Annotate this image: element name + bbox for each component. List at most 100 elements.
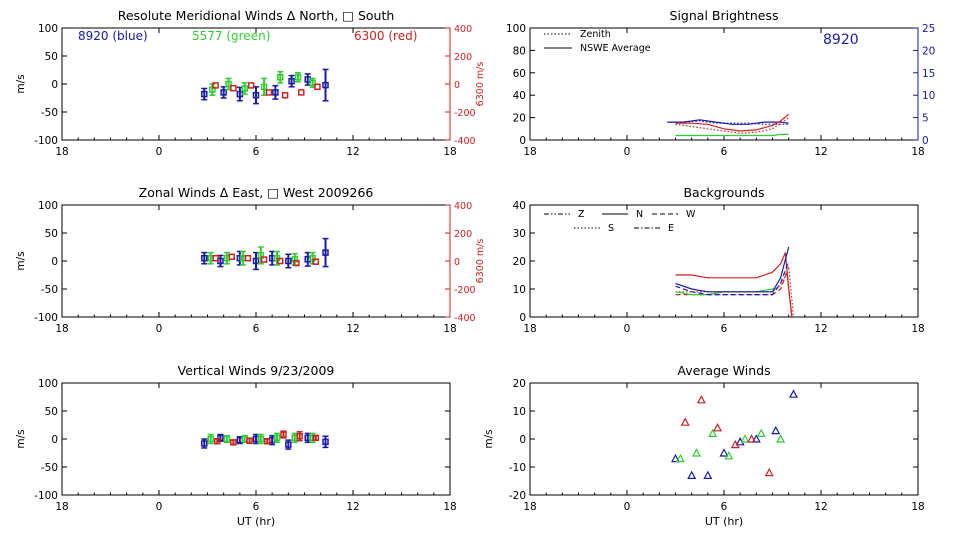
y2-tick-label: 20: [922, 45, 935, 57]
x-tick-label: 18: [911, 146, 924, 158]
data-point: [230, 84, 237, 92]
x-tick-label: 0: [156, 323, 163, 335]
data-point: [708, 428, 718, 437]
x-tick-label: 12: [346, 146, 359, 158]
data-point: [680, 417, 690, 426]
y-tick-label: 60: [513, 68, 526, 80]
data-point: [312, 434, 320, 442]
data-point: [277, 257, 284, 265]
y2-axis-label: 6300 m/s: [475, 239, 486, 284]
data-point: [264, 437, 271, 445]
data-point: [771, 425, 781, 435]
data-point: [277, 74, 284, 81]
data-point: [294, 74, 302, 81]
y-tick-label: 20: [513, 378, 526, 390]
legend-label: NSWE Average: [580, 43, 651, 54]
legend-label: N: [636, 209, 643, 220]
data-point: [696, 395, 706, 404]
y2-tick-label: 0: [454, 80, 460, 91]
y-tick-label: -100: [34, 135, 58, 147]
series-line: [675, 113, 790, 132]
data-point: [692, 448, 702, 457]
legend-label: Z: [578, 209, 585, 220]
data-point: [212, 82, 219, 89]
y-tick-label: 10: [513, 406, 526, 418]
y-tick-label: 50: [45, 228, 58, 240]
data-point: [285, 257, 292, 265]
y-tick-label: -10: [509, 462, 526, 474]
x-tick-label: 12: [814, 501, 827, 513]
channel-annotation: 8920: [823, 32, 859, 48]
data-point: [260, 83, 268, 91]
data-point: [756, 428, 766, 437]
y-axis-label: m/s: [15, 74, 27, 93]
data-point: [670, 453, 681, 463]
y-tick-label: 50: [45, 406, 58, 418]
y-tick-label: 0: [519, 312, 526, 324]
data-point: [201, 440, 208, 447]
y-tick-label: -50: [41, 284, 58, 296]
y-tick-label: -100: [34, 312, 58, 324]
data-point: [273, 434, 281, 442]
data-point: [730, 439, 740, 449]
data-point: [257, 435, 265, 443]
x-tick-label: 18: [523, 501, 536, 513]
data-point: [719, 448, 729, 457]
y-tick-label: 100: [38, 23, 58, 35]
wavelength-annotation: 5577 (green): [192, 29, 270, 43]
y2-tick-label: 400: [454, 201, 472, 212]
y2-tick-label: 400: [454, 24, 472, 35]
plot-frame: [529, 204, 919, 318]
x-tick-label: 0: [624, 501, 631, 513]
y-tick-label: 100: [38, 378, 58, 390]
data-point: [322, 81, 329, 89]
y-tick-label: 0: [51, 256, 58, 268]
x-tick-label: 12: [346, 323, 359, 335]
data-point: [252, 91, 260, 99]
data-point: [201, 90, 208, 98]
y2-tick-label: 25: [922, 23, 935, 35]
y-tick-label: 0: [51, 434, 58, 446]
y2-tick-label: 200: [454, 52, 472, 63]
data-point: [201, 254, 208, 262]
plot-frame: [61, 27, 451, 141]
data-point: [225, 80, 232, 88]
x-tick-label: 18: [911, 501, 924, 513]
data-point: [244, 254, 252, 262]
chart-title: Average Winds: [677, 363, 770, 378]
data-point: [212, 254, 219, 262]
data-point: [265, 89, 273, 96]
data-point: [293, 259, 300, 267]
data-point: [746, 434, 756, 443]
series-line: [675, 246, 790, 293]
data-point: [207, 435, 214, 443]
y2-tick-label: 200: [454, 229, 472, 240]
data-point: [687, 470, 697, 479]
chart-panel-4: Vertical Winds 9/23/2009 18 0 6 12 18 100 50 0 -5…: [15, 363, 457, 528]
y-tick-label: 0: [519, 434, 526, 446]
data-point: [713, 423, 723, 432]
wavelength-annotation: 8920 (blue): [78, 29, 148, 43]
data-point: [260, 256, 268, 263]
data-point: [322, 249, 329, 256]
y-tick-label: -20: [509, 490, 526, 502]
x-tick-label: 18: [55, 323, 68, 335]
y-tick-label: 20: [513, 256, 526, 268]
data-point: [272, 89, 279, 96]
data-point: [740, 434, 750, 443]
x-tick-label: 18: [443, 501, 456, 513]
series-line: [675, 252, 793, 318]
x-tick-label: 18: [55, 146, 68, 158]
y2-tick-label: 10: [922, 90, 935, 102]
wavelength-annotation: 6300 (red): [354, 29, 417, 43]
data-point: [751, 434, 761, 443]
data-point: [309, 79, 316, 87]
data-point: [252, 257, 260, 265]
y-tick-label: 10: [513, 284, 526, 296]
chart-title: Signal Brightness: [670, 8, 779, 23]
x-tick-label: 18: [911, 323, 924, 335]
x-tick-label: 6: [721, 146, 728, 158]
data-point: [281, 91, 289, 99]
y-tick-label: 80: [513, 45, 526, 57]
